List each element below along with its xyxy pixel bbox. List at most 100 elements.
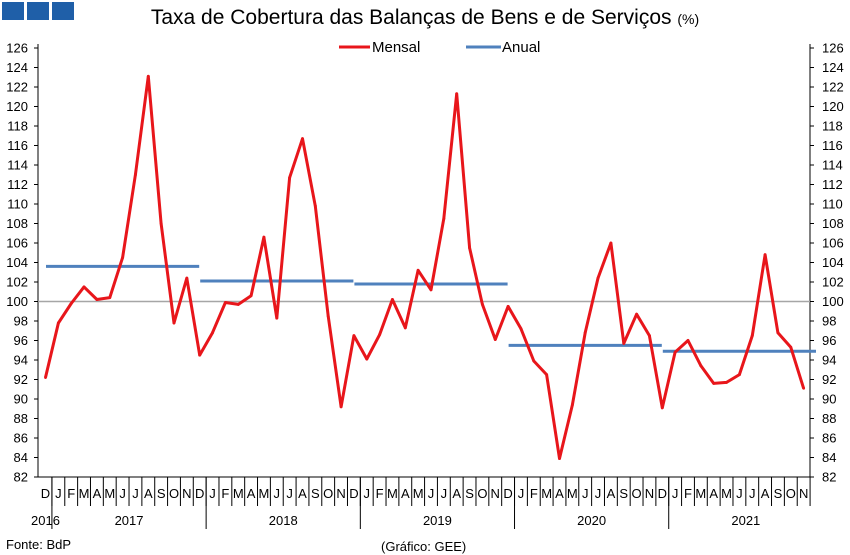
monthly-point [583,331,587,335]
x-month-label: N [182,486,191,501]
x-month-label: J [518,486,525,501]
y-tick-label-right: 106 [822,236,844,251]
x-month-label: A [709,486,718,501]
monthly-point [134,173,137,177]
monthly-point [532,359,536,363]
monthly-point [121,256,124,260]
monthly-point [493,338,497,341]
x-month-label: M [233,486,244,501]
y-tick-label-left: 116 [7,138,28,153]
monthly-point [596,276,600,280]
monthly-point [224,301,227,304]
x-month-label: M [259,486,270,501]
x-month-label: S [465,486,474,501]
y-tick-label-left: 82 [14,470,28,485]
y-tick-label-right: 118 [822,119,843,134]
y-tick-label-right: 86 [822,431,836,446]
y-tick-label-right: 94 [822,353,836,368]
y-tick-label-right: 90 [822,392,836,407]
monthly-point [146,74,150,78]
monthly-point [468,246,471,250]
y-tick-label-right: 98 [822,314,836,329]
chart-credit: (Gráfico: GEE) [381,539,467,554]
x-month-label: J [672,486,679,501]
y-tick-label-left: 86 [14,431,28,446]
y-tick-label-left: 94 [14,353,28,368]
monthly-point [108,296,112,299]
monthly-point [635,312,638,316]
chart-title: Taxa de Cobertura das Balanças de Bens e… [0,6,850,30]
x-month-label: F [221,486,229,501]
monthly-point [44,376,47,379]
monthly-point [673,350,677,354]
y-tick-label-right: 112 [822,177,843,192]
monthly-point [776,331,780,335]
monthly-point [249,294,253,298]
monthly-point [403,326,407,330]
x-month-label: A [607,486,616,501]
monthly-point [660,406,664,410]
x-month-label: M [104,486,115,501]
x-month-label: A [555,486,564,501]
monthly-point [82,285,86,289]
monthly-point [481,303,484,306]
x-month-label: O [632,486,642,501]
monthly-point [609,241,613,245]
y-tick-label-left: 112 [7,177,28,192]
monthly-point [326,314,330,318]
y-tick-label-right: 104 [822,255,844,270]
monthly-point [339,405,343,409]
monthly-point [802,386,806,390]
x-month-label: J [132,486,139,501]
x-month-label: A [401,486,410,501]
x-month-label: O [786,486,796,501]
x-month-label: O [169,486,179,501]
y-tick-label-right: 110 [822,197,843,212]
y-tick-label-left: 84 [14,450,28,465]
x-month-label: D [349,486,358,501]
chart-title-unit: (%) [677,11,700,27]
legend: Mensal Anual [339,39,540,56]
y-tick-label-left: 90 [14,392,28,407]
monthly-point [262,235,266,239]
monthly-point [750,334,754,338]
x-month-label: D [658,486,667,501]
x-month-label: D [41,486,50,501]
x-year-label: 2019 [423,513,452,528]
x-month-label: F [376,486,384,501]
x-month-label: A [247,486,256,501]
monthly-point [185,276,189,280]
x-month-label: J [595,486,602,501]
monthly-point [378,333,381,337]
source-note: Fonte: BdP [6,537,72,552]
monthly-point [648,334,651,338]
y-tick-label-right: 124 [822,60,844,75]
y-tick-label-right: 102 [822,275,844,290]
monthly-point [699,364,703,368]
monthly-series [44,74,806,460]
monthly-point [519,327,523,331]
x-month-label: S [619,486,628,501]
monthly-point [416,268,420,272]
y-tick-label-right: 88 [822,411,836,426]
x-month-label: J [286,486,293,501]
monthly-point [275,316,279,320]
y-tick-label-left: 120 [6,99,28,114]
y-tick-label-right: 96 [822,333,836,348]
x-month-label: O [323,486,333,501]
x-month-label: J [582,486,589,501]
x-month-label: N [491,486,500,501]
annual-series [46,264,816,353]
y-tick-label-left: 96 [14,333,28,348]
x-month-label: J [209,486,216,501]
monthly-point [686,339,690,342]
axes: 82 82 84 84 86 86 88 88 90 90 92 92 94 94 96 96 98 98 100 1… [6,41,844,529]
x-year-label: 2018 [269,513,298,528]
y-tick-label-right: 92 [822,372,836,387]
x-month-label: J [441,486,448,501]
y-tick-label-left: 114 [7,158,28,173]
x-month-label: M [567,486,578,501]
x-month-label: D [503,486,512,501]
x-month-label: J [119,486,126,501]
